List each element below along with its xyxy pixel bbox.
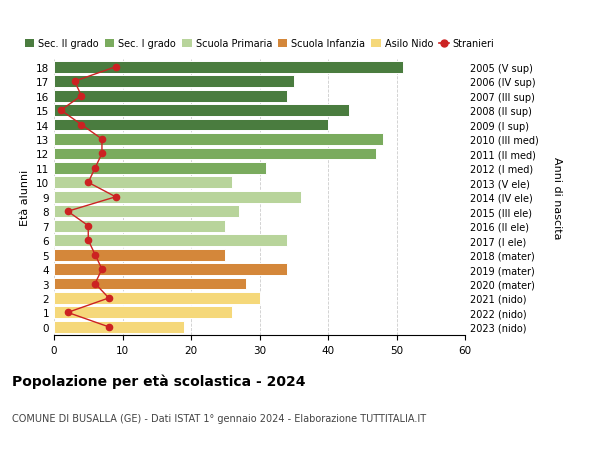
Text: COMUNE DI BUSALLA (GE) - Dati ISTAT 1° gennaio 2024 - Elaborazione TUTTITALIA.IT: COMUNE DI BUSALLA (GE) - Dati ISTAT 1° g… bbox=[12, 413, 426, 423]
Bar bbox=[54, 235, 287, 246]
Bar bbox=[54, 134, 383, 146]
Bar bbox=[54, 292, 260, 304]
Text: Popolazione per età scolastica - 2024: Popolazione per età scolastica - 2024 bbox=[12, 374, 305, 389]
Bar bbox=[54, 76, 294, 88]
Bar bbox=[54, 90, 287, 102]
Bar bbox=[54, 321, 184, 333]
Bar bbox=[54, 62, 403, 73]
Bar bbox=[54, 148, 376, 160]
Legend: Sec. II grado, Sec. I grado, Scuola Primaria, Scuola Infanzia, Asilo Nido, Stran: Sec. II grado, Sec. I grado, Scuola Prim… bbox=[25, 39, 494, 49]
Y-axis label: Anni di nascita: Anni di nascita bbox=[553, 156, 563, 239]
Y-axis label: Età alunni: Età alunni bbox=[20, 169, 31, 225]
Bar bbox=[54, 177, 232, 189]
Bar bbox=[54, 105, 349, 117]
Bar bbox=[54, 249, 225, 261]
Bar bbox=[54, 206, 239, 218]
Bar bbox=[54, 119, 328, 131]
Bar bbox=[54, 191, 301, 203]
Bar bbox=[54, 307, 232, 319]
Bar bbox=[54, 220, 225, 232]
Bar bbox=[54, 278, 246, 290]
Bar bbox=[54, 162, 266, 174]
Bar bbox=[54, 263, 287, 275]
